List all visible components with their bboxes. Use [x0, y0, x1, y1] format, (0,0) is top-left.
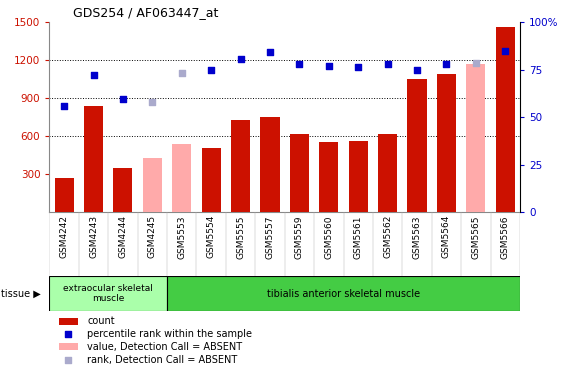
- Point: [383, 61, 392, 67]
- Text: tissue ▶: tissue ▶: [1, 289, 41, 299]
- Point: [63, 356, 73, 362]
- Point: [295, 61, 304, 67]
- Point: [59, 103, 69, 109]
- Point: [206, 67, 216, 73]
- Point: [354, 64, 363, 70]
- Point: [501, 48, 510, 54]
- Bar: [437, 74, 456, 212]
- Bar: [84, 106, 103, 212]
- Point: [148, 99, 157, 105]
- Point: [413, 67, 422, 73]
- Bar: [496, 27, 515, 212]
- Bar: [231, 120, 250, 212]
- Bar: [143, 158, 162, 212]
- Text: percentile rank within the sample: percentile rank within the sample: [87, 329, 252, 339]
- Bar: [260, 117, 279, 212]
- Bar: [59, 318, 78, 325]
- Point: [119, 96, 128, 102]
- Bar: [167, 276, 520, 311]
- Text: rank, Detection Call = ABSENT: rank, Detection Call = ABSENT: [87, 355, 237, 365]
- Text: extraocular skeletal
muscle: extraocular skeletal muscle: [63, 284, 153, 303]
- Bar: [172, 144, 191, 212]
- Point: [266, 49, 275, 55]
- Point: [89, 72, 98, 78]
- Point: [442, 61, 451, 67]
- Bar: [113, 168, 132, 212]
- Point: [471, 60, 480, 66]
- Point: [63, 331, 73, 337]
- Bar: [290, 134, 309, 212]
- Bar: [202, 147, 221, 212]
- Bar: [319, 142, 338, 212]
- Point: [236, 56, 245, 62]
- Text: value, Detection Call = ABSENT: value, Detection Call = ABSENT: [87, 342, 242, 352]
- Point: [324, 63, 333, 69]
- Text: GDS254 / AF063447_at: GDS254 / AF063447_at: [73, 6, 218, 19]
- Bar: [407, 79, 426, 212]
- Bar: [49, 276, 167, 311]
- Bar: [55, 178, 74, 212]
- Bar: [59, 343, 78, 350]
- Text: count: count: [87, 316, 114, 326]
- Bar: [349, 141, 368, 212]
- Text: tibialis anterior skeletal muscle: tibialis anterior skeletal muscle: [267, 289, 420, 299]
- Bar: [378, 134, 397, 212]
- Point: [177, 70, 187, 76]
- Bar: [467, 64, 486, 212]
